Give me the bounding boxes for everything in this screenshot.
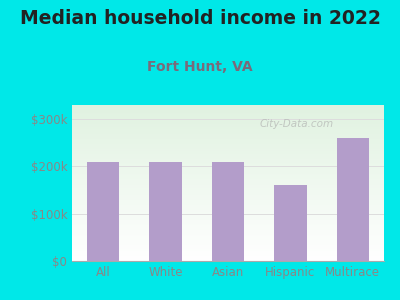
Bar [336,138,369,261]
Bar [149,162,182,261]
Bar [87,162,120,261]
Text: Fort Hunt, VA: Fort Hunt, VA [147,60,253,74]
Bar [274,185,307,261]
Text: City-Data.com: City-Data.com [260,119,334,129]
Bar [212,162,244,261]
Text: Median household income in 2022: Median household income in 2022 [20,9,380,28]
